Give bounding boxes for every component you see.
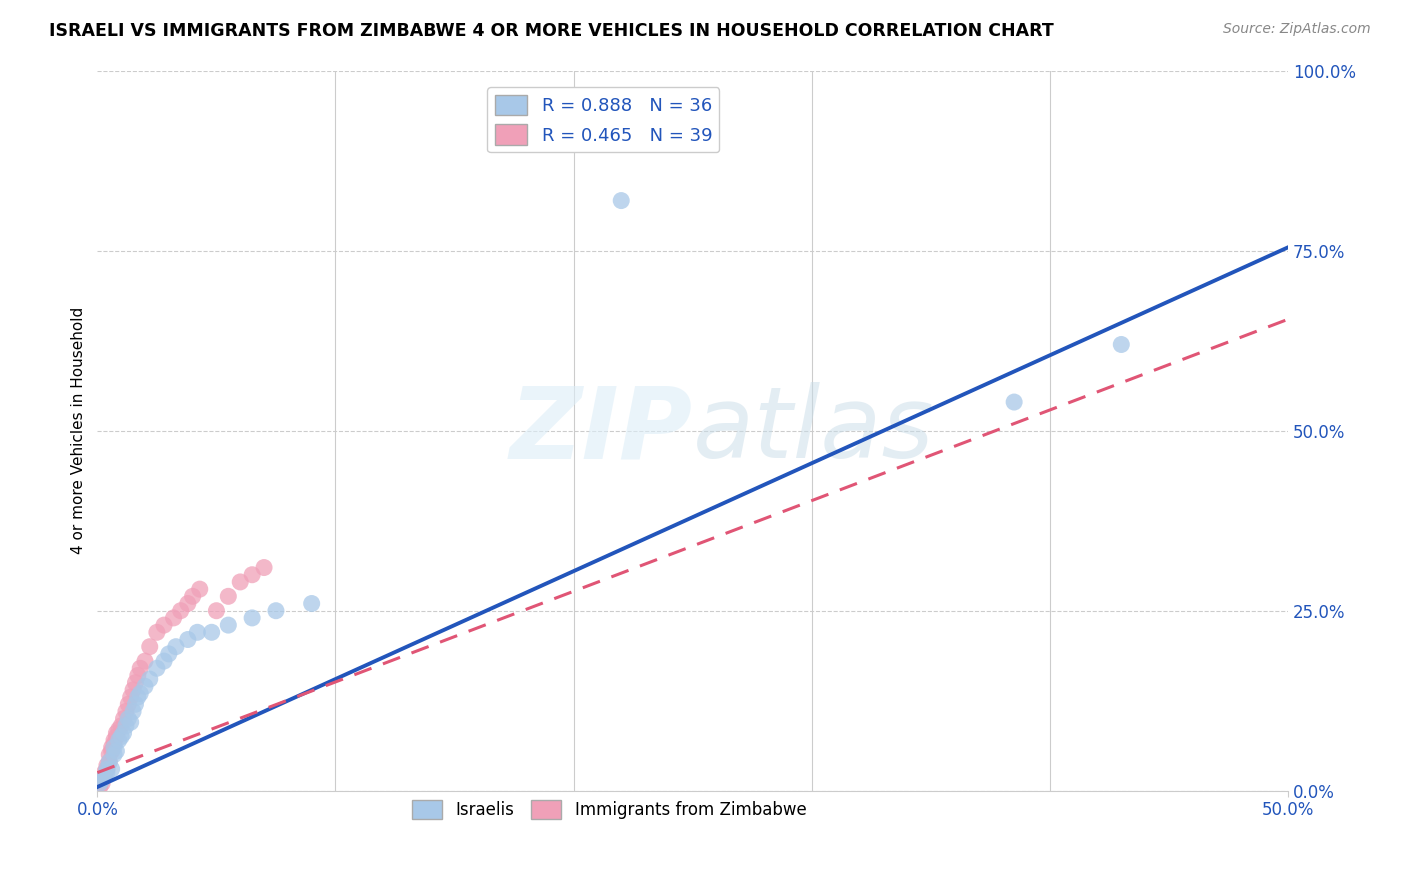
Point [96,762,118,776]
Point [170,604,193,618]
Point [122,682,145,697]
Point [100,744,122,758]
Point [103,740,125,755]
Point [98,755,121,769]
Point [112,712,135,726]
Text: ISRAELI VS IMMIGRANTS FROM ZIMBABWE 4 OR MORE VEHICLES IN HOUSEHOLD CORRELATION : ISRAELI VS IMMIGRANTS FROM ZIMBABWE 4 OR… [49,22,1054,40]
Point [89,780,111,794]
Point [124,698,146,712]
Text: Source: ZipAtlas.com: Source: ZipAtlas.com [1223,22,1371,37]
Point [217,590,239,604]
Point [153,618,176,632]
Point [107,733,129,747]
Point [1111,337,1133,351]
Point [91,772,114,787]
Legend: Israelis, Immigrants from Zimbabwe: Israelis, Immigrants from Zimbabwe [406,793,813,825]
Point [1002,395,1025,409]
Point [610,194,633,208]
Point [89,776,111,790]
Text: ZIP: ZIP [509,383,693,479]
Point [240,567,263,582]
Point [100,740,122,755]
Point [115,705,138,719]
Point [93,769,115,783]
Point [264,604,287,618]
Point [120,690,142,704]
Point [139,640,162,654]
Point [105,726,128,740]
Point [229,574,252,589]
Point [127,668,149,682]
Point [188,582,211,596]
Point [120,715,142,730]
Point [91,776,114,790]
Point [124,675,146,690]
Point [110,719,132,733]
Point [177,597,200,611]
Point [117,712,139,726]
Point [181,590,204,604]
Point [105,730,128,744]
Point [165,640,187,654]
Point [93,769,115,783]
Text: atlas: atlas [693,383,935,479]
Point [105,744,128,758]
Point [91,772,114,787]
Point [205,604,228,618]
Point [301,597,323,611]
Point [201,625,224,640]
Point [96,758,118,772]
Point [115,719,138,733]
Point [96,765,118,780]
Point [217,618,239,632]
Point [98,755,121,769]
Point [186,625,208,640]
Point [96,762,118,776]
Point [134,679,156,693]
Point [139,672,162,686]
Y-axis label: 4 or more Vehicles in Household: 4 or more Vehicles in Household [72,307,86,555]
Point [103,733,125,747]
Point [146,661,169,675]
Point [110,730,132,744]
Point [93,765,115,780]
Point [107,723,129,737]
Point [117,698,139,712]
Point [253,560,276,574]
Point [157,647,180,661]
Point [134,654,156,668]
Point [153,654,176,668]
Point [146,625,169,640]
Point [240,611,263,625]
Point [98,747,121,762]
Point [129,686,152,700]
Point [103,737,125,751]
Point [127,690,149,704]
Point [162,611,184,625]
Point [112,726,135,740]
Point [129,661,152,675]
Point [103,747,125,762]
Point [100,762,122,776]
Point [177,632,200,647]
Point [122,705,145,719]
